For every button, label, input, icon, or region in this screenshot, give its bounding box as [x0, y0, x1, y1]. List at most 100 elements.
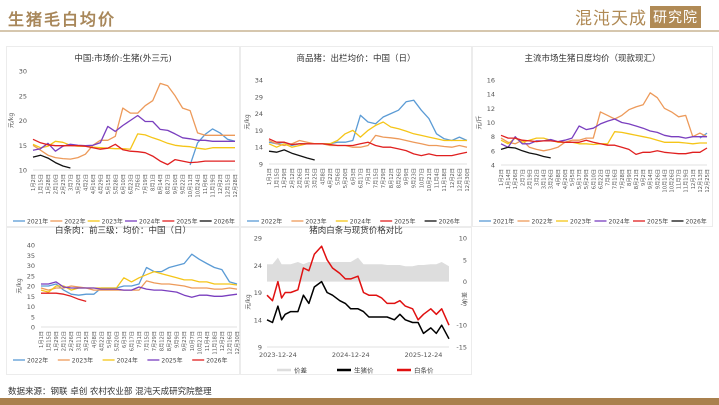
legend-item: 2023年: [556, 217, 591, 225]
legend-label: 2025年: [647, 217, 668, 225]
chart-panel-pork-vs-hog-compare: 猪肉白条与现货价格对比 9 14 19 24 29 -15 -10 -5 0 5 10 元/kg 价差 2…: [240, 226, 472, 375]
legend-item: 2022年: [50, 217, 86, 225]
x-tick-label: 8月21日: [633, 169, 640, 189]
legend-label: 2026年: [214, 217, 235, 225]
x-tick-label: 11月18日: [441, 168, 448, 192]
legend-item: 生猪价: [337, 366, 374, 375]
x-tick-label: 2025-12-24: [405, 351, 443, 359]
x-tick-label: 4月16日: [90, 174, 97, 194]
y-tick-label: 9: [258, 344, 262, 352]
x-tick-label: 5月28日: [112, 174, 119, 194]
legend-item: 2024年: [335, 217, 371, 225]
x-tick-label: 3月26日: [548, 169, 555, 189]
y-tick-label: 30: [27, 262, 35, 270]
x-tick-label: 12月30日: [234, 331, 241, 355]
legend-label: 生猪价: [354, 366, 374, 375]
x-tick-label: 9月23日: [411, 168, 418, 188]
y-tick-label: 14: [487, 91, 495, 99]
x-tick-label: 10月21日: [196, 331, 203, 355]
x-tick-label: 12月2日: [449, 168, 456, 188]
y2-tick-label: 0: [463, 278, 467, 286]
x-tick-label: 2月26日: [296, 168, 303, 188]
data-source-note: 数据来源：钢联 卓创 农村农业部 混沌天成研究院整理: [8, 387, 212, 397]
x-tick-label: 4月8日: [555, 169, 562, 186]
y-axis-label: 元/kg: [8, 113, 15, 128]
x-tick-label: 3月7日: [67, 174, 74, 191]
x-tick-label: 5月6日: [335, 168, 342, 185]
series-line-2022: [32, 82, 235, 160]
series-line-2025: [268, 138, 468, 157]
y-tick-label: 30: [19, 68, 27, 76]
x-tick-label: 9月23日: [181, 331, 188, 351]
x-tick-label: 7月29日: [151, 331, 158, 351]
brand-logo: 混沌天成 研究院: [575, 4, 701, 29]
legend-item: 2022年: [13, 356, 48, 364]
legend-item: 2021年: [13, 217, 48, 225]
legend-label: 价差: [294, 366, 308, 375]
y-tick-label: 6: [491, 147, 495, 155]
y-axis-label: 元/kg: [244, 114, 251, 129]
chart-panel-white-pork-price: 白条肉：前三级：均价：中国（日） 0 5 10 15 20 25 30 35 40 元/kg 1月1…: [6, 226, 241, 375]
x-tick-label: 10月14日: [661, 169, 668, 193]
series-area-spread: [267, 257, 449, 282]
x-tick-label: 2月19日: [526, 169, 533, 189]
legend-item: 2024年: [102, 356, 138, 364]
chart-title: 中国:市场价:生猪(外三元): [74, 54, 172, 64]
x-tick-label: 5月5日: [569, 169, 576, 186]
x-tick-label: 7月28日: [619, 169, 626, 189]
y-axis-label: 元/斤: [475, 115, 483, 129]
legend-label: 2024年: [139, 217, 160, 225]
x-tick-label: 9月10日: [172, 174, 179, 194]
x-tick-label: 1月2日: [30, 174, 37, 191]
legend-item: 2023年: [87, 217, 123, 225]
legend-label: 2021年: [493, 217, 514, 225]
x-tick-label: 9月22日: [180, 174, 187, 194]
brand-badge: 研究院: [650, 5, 701, 28]
x-tick-label: 1月29日: [53, 331, 60, 351]
y-tick-label: 9: [259, 161, 263, 169]
x-tick-label: 6月3日: [350, 168, 357, 185]
y-tick-label: 14: [255, 144, 263, 152]
y-tick-label: 16: [487, 77, 495, 85]
legend-label: 白条价: [414, 366, 434, 375]
y-tick-label: 20: [27, 283, 35, 291]
x-tick-label: 12月16日: [456, 168, 463, 192]
legend-item: 2025年: [147, 356, 183, 364]
y-axis-label: 元/kg: [245, 294, 252, 309]
x-tick-label: 5月17日: [576, 169, 583, 189]
x-tick-label: 1月26日: [512, 169, 519, 189]
chart-title: 猪肉白条与现货价格对比: [309, 226, 403, 236]
y-tick-label: 15: [27, 293, 35, 301]
x-tick-label: 3月14日: [541, 169, 548, 189]
x-tick-label: 4月2日: [82, 174, 89, 191]
y-tick-label: 29: [254, 235, 262, 243]
x-tick-label: 11月7日: [676, 169, 683, 189]
x-tick-label: 1月1日: [266, 168, 273, 185]
chart-panel-live-hog-market-price: 中国:市场价:生猪(外三元) 10 15 20 25 30 元/kg 1月2日 1月15日 1月…: [6, 46, 240, 227]
x-tick-label: 11月19日: [210, 174, 217, 198]
x-tick-label: 9月26日: [654, 169, 661, 189]
x-tick-label: 8月26日: [395, 168, 402, 188]
x-tick-label: 6月22日: [597, 169, 604, 189]
x-tick-label: 12月25日: [704, 169, 711, 193]
legend-label: 2023年: [305, 217, 326, 225]
legend-label: 2024年: [609, 217, 630, 225]
x-tick-label: 6月10日: [120, 174, 127, 194]
x-tick-label: 8月26日: [166, 331, 173, 351]
legend-item: 白条价: [397, 366, 434, 375]
series-line-2025: [500, 134, 708, 156]
legend-item: 2023年: [57, 356, 93, 364]
series-line-2021: [189, 128, 236, 166]
y-tick-label: 4: [491, 162, 495, 170]
legend-item: 2026年: [671, 217, 707, 225]
x-tick-label: 2月10日: [52, 174, 59, 194]
x-tick-label: 8月12日: [388, 168, 395, 188]
x-tick-label: 1月15日: [37, 174, 44, 194]
x-tick-label: 3月2日: [534, 169, 541, 186]
x-tick-label: 9月9日: [403, 168, 410, 185]
legend-label: 2024年: [350, 217, 371, 225]
legend-label: 2021年: [27, 217, 48, 225]
x-tick-label: 5月20日: [342, 168, 349, 188]
x-tick-label: 9月9日: [174, 331, 181, 348]
